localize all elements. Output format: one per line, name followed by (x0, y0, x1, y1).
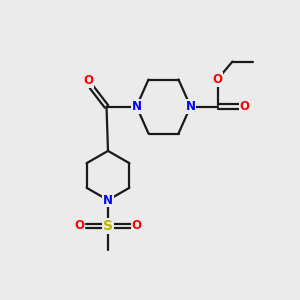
Text: N: N (103, 194, 113, 207)
Text: O: O (74, 219, 85, 232)
Text: O: O (212, 73, 223, 86)
Text: O: O (83, 74, 94, 88)
Text: N: N (131, 100, 142, 113)
Text: S: S (103, 219, 113, 232)
Text: O: O (239, 100, 250, 113)
Text: O: O (131, 219, 142, 232)
Text: N: N (185, 100, 196, 113)
